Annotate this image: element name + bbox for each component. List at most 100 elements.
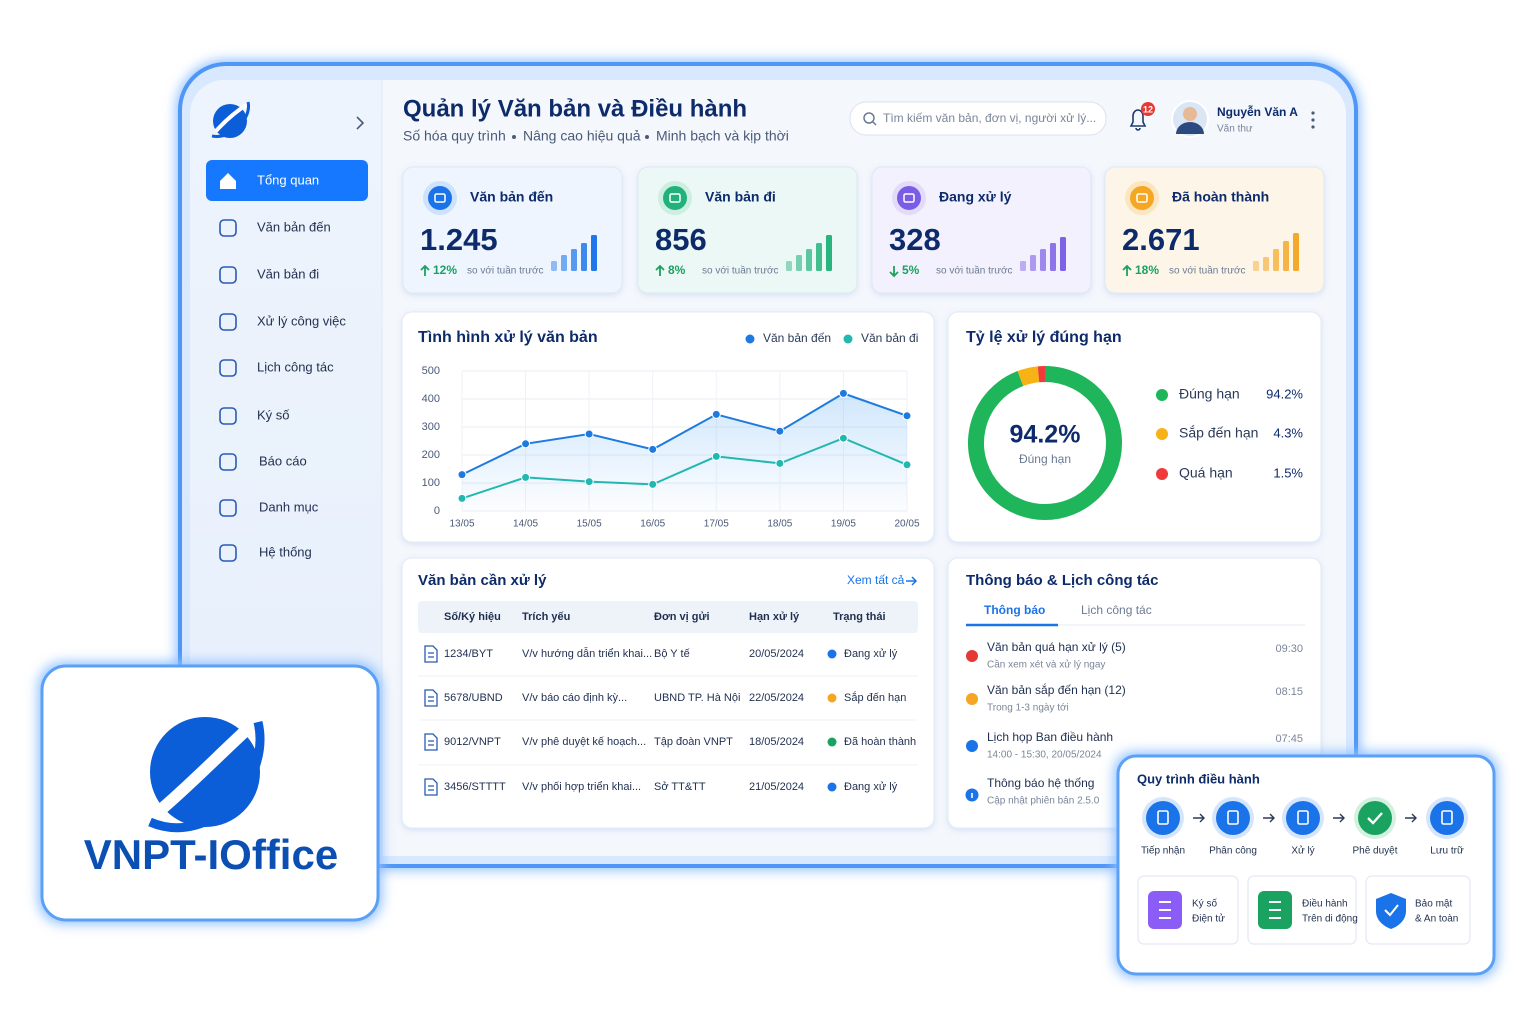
table-cell: V/v phối hợp triển khai...	[522, 781, 641, 793]
kpi-change: 18%	[1135, 263, 1159, 277]
panel-title: Thông báo & Lịch công tác	[966, 572, 1159, 589]
step-arrow	[1405, 813, 1417, 823]
nav-icon	[219, 313, 237, 331]
kpi-sparkbar	[1263, 257, 1269, 271]
step-label: Tiếp nhận	[1141, 845, 1185, 857]
kpi-trend-arrow	[655, 264, 665, 276]
kpi-change: 5%	[902, 263, 920, 277]
status-dot	[827, 782, 837, 792]
table-cell[interactable]: 5678/UBND	[444, 692, 503, 704]
feature-glyph	[1269, 901, 1281, 919]
nav-item[interactable]: Báo cáo	[259, 453, 307, 468]
notice-title[interactable]: Văn bản quá hạn xử lý (5)	[987, 640, 1126, 654]
legend-swatch	[1156, 428, 1168, 440]
kpi-sparkbar	[1253, 261, 1259, 271]
table-cell: Đã hoàn thành	[844, 736, 916, 748]
table-cell: Bộ Y tế	[654, 648, 690, 660]
table-header	[418, 601, 918, 633]
notice-subtitle: 14:00 - 15:30, 20/05/2024	[987, 750, 1102, 761]
nav-icon	[219, 453, 237, 471]
line	[461, 437, 908, 500]
status-dot	[827, 693, 837, 703]
nav-icon	[219, 407, 237, 425]
legend-swatch	[1156, 468, 1168, 480]
menu-dot[interactable]	[1311, 118, 1315, 122]
nav-item[interactable]: Tổng quan	[257, 172, 319, 187]
feature-glyph	[1159, 901, 1171, 919]
step-arrow	[1333, 813, 1345, 823]
menu-dot[interactable]	[1311, 111, 1315, 115]
link-arrow[interactable]	[906, 576, 918, 586]
table-cell: UBND TP. Hà Nội	[654, 692, 740, 704]
table-cell[interactable]: 3456/STTTT	[444, 781, 506, 793]
kpi-sparkbar	[1293, 233, 1299, 271]
kpi-sparkbar	[561, 255, 567, 271]
kpi-change: 12%	[433, 263, 457, 277]
notice-title[interactable]: Lịch họp Ban điều hành	[987, 730, 1113, 744]
view-all-link[interactable]: Xem tất cả	[847, 573, 905, 587]
notice-subtitle: Trong 1-3 ngày tới	[987, 703, 1069, 714]
kpi-note: so với tuần trước	[936, 265, 1013, 277]
feature-label: Điều hành	[1302, 898, 1348, 910]
point	[711, 409, 721, 419]
nav-item[interactable]: Hệ thống	[259, 544, 312, 559]
nav-item[interactable]: Lịch công tác	[257, 359, 334, 374]
kpi-value: 2.671	[1122, 222, 1200, 257]
tab-active[interactable]: Thông báo	[984, 603, 1045, 617]
nav-item[interactable]: Văn bản đến	[257, 219, 331, 234]
legend-value: 94.2%	[1266, 386, 1303, 401]
page-title: Quản lý Văn bản và Điều hành	[403, 95, 747, 122]
doc-icon	[424, 778, 438, 796]
legend-swatch	[843, 334, 853, 344]
nav-icon	[219, 219, 237, 237]
y-tick-label: 400	[422, 393, 440, 405]
point	[584, 477, 594, 487]
y-tick-label: 200	[422, 449, 440, 461]
kpi-icon-glyph	[1136, 193, 1148, 203]
column-header: Trạng thái	[833, 611, 886, 623]
tab[interactable]: Lịch công tác	[1081, 603, 1152, 617]
notice-title[interactable]: Văn bản sắp đến hạn (12)	[987, 682, 1126, 697]
step-arrow	[1263, 813, 1275, 823]
nav-item[interactable]: Văn bản đi	[257, 266, 319, 281]
bell-icon[interactable]	[1129, 109, 1147, 131]
point	[838, 388, 848, 398]
kpi-sparkbar	[786, 261, 792, 271]
table-cell[interactable]: 1234/BYT	[444, 648, 493, 660]
legend-label: Sắp đến hạn	[1179, 425, 1258, 441]
table-cell: Tập đoàn VNPT	[654, 736, 733, 748]
notice-title[interactable]: Thông báo hệ thống	[987, 776, 1094, 790]
search-box[interactable]	[849, 101, 1107, 136]
sidebar-logo	[211, 101, 250, 138]
kpi-value: 856	[655, 222, 707, 257]
point	[457, 470, 467, 480]
user-role: Văn thư	[1217, 124, 1253, 135]
nav-item[interactable]: Xử lý công việc	[257, 313, 346, 328]
notice-time: 08:15	[1275, 686, 1303, 698]
doc-icon	[424, 733, 438, 751]
kpi-sparkbar	[806, 249, 812, 271]
x-tick-label: 14/05	[513, 519, 538, 530]
legend-label: Văn bản đi	[861, 331, 918, 345]
collapse-button[interactable]	[356, 116, 365, 130]
nav-item[interactable]: Danh mục	[259, 499, 319, 514]
kpi-value: 1.245	[420, 222, 498, 257]
kpi-card	[402, 166, 623, 294]
kpi-note: so với tuần trước	[702, 265, 779, 277]
kpi-label: Văn bản đến	[470, 189, 553, 205]
legend-label: Quá hạn	[1179, 465, 1233, 481]
kpi-trend-arrow	[1122, 264, 1132, 276]
menu-dot[interactable]	[1311, 125, 1315, 129]
kpi-sparkbar	[1060, 237, 1066, 271]
nav-item[interactable]: Ký số	[257, 407, 290, 422]
table-cell[interactable]: 9012/VNPT	[444, 736, 501, 748]
kpi-sparkbar	[1273, 249, 1279, 271]
subtitle-item: Minh bạch và kịp thời	[656, 128, 789, 144]
step-icon	[1286, 801, 1320, 835]
legend-value: 4.3%	[1273, 425, 1303, 440]
nav-active[interactable]	[206, 160, 368, 201]
kpi-sparkbar	[1283, 241, 1289, 271]
point	[775, 426, 785, 436]
notice-dot	[966, 650, 978, 662]
